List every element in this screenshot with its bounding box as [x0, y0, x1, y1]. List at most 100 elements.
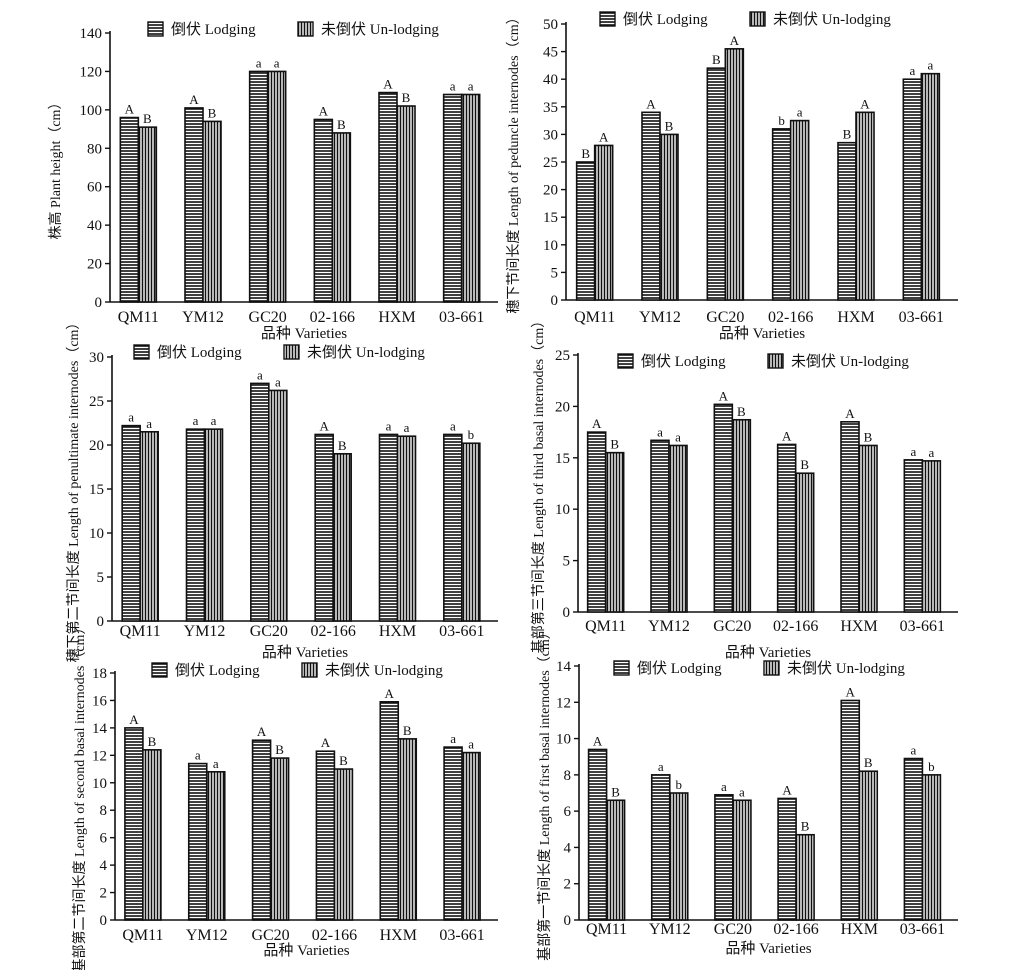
bar-lodging [903, 757, 924, 921]
x-tick-label: GC20 [713, 618, 751, 635]
y-tick-label: 6 [564, 804, 572, 820]
bar-lodging [251, 739, 272, 921]
y-tick-label: 4 [100, 858, 108, 874]
bar-unlodging [137, 126, 158, 303]
significance-label: a [909, 63, 915, 78]
x-tick-label: 03-661 [439, 927, 484, 944]
y-tick-label: 10 [556, 732, 571, 748]
significance-label: A [383, 77, 393, 92]
legend-swatch-unlodging [297, 21, 314, 37]
significance-label: B [712, 52, 721, 67]
legend: 倒伏 Lodging 未倒伏 Un-lodging [613, 660, 905, 677]
bar-lodging [121, 424, 141, 622]
bar-lodging [379, 701, 400, 921]
legend-swatch-unlodging [749, 11, 766, 27]
significance-label: B [800, 457, 809, 472]
y-axis-title: 穗下节间长度 Length of peduncle internodes（cm） [506, 10, 522, 313]
bar-unlodging [268, 389, 288, 622]
bar-lodging [443, 746, 463, 921]
y-tick-label: 30 [89, 350, 104, 366]
bar-unlodging [920, 72, 941, 301]
x-tick-label: QM11 [574, 309, 615, 326]
x-tick-label: QM11 [120, 623, 161, 640]
significance-label: B [403, 723, 412, 738]
y-tick-label: 5 [97, 570, 105, 586]
bar-unlodging [731, 418, 752, 613]
significance-label: a [275, 374, 281, 389]
bar-unlodging [858, 444, 878, 613]
x-tick-label: 03-661 [899, 309, 944, 326]
significance-label: a [739, 784, 745, 799]
bar-unlodging [858, 770, 879, 921]
significance-label: a [256, 55, 262, 70]
y-tick-label: 8 [564, 768, 572, 784]
x-axis-title: 品种 Varieties [261, 325, 347, 342]
significance-label: a [721, 779, 727, 794]
bar-unlodging [604, 451, 625, 613]
legend-swatch-unlodging [763, 660, 780, 676]
bar-unlodging [794, 472, 815, 613]
legend-label-lodging: 倒伏 Lodging [623, 11, 708, 28]
y-tick-label: 20 [555, 399, 570, 415]
bar-lodging [902, 78, 923, 301]
y-axis-title: 基部第二节间长度 Length of second basal internod… [71, 621, 88, 970]
y-tick-label: 80 [87, 141, 102, 157]
x-tick-label: 02-166 [773, 921, 818, 938]
x-axis-title: 品种 Varieties [719, 325, 805, 342]
significance-label: b [928, 759, 935, 774]
significance-label: A [845, 406, 855, 421]
bar-unlodging [266, 70, 287, 303]
bar-unlodging [142, 749, 162, 921]
y-tick-label: 50 [543, 17, 558, 33]
y-tick-label: 40 [87, 218, 102, 234]
significance-label: B [338, 438, 347, 453]
significance-label: a [927, 58, 933, 73]
significance-label: a [658, 759, 664, 774]
y-tick-label: 25 [555, 348, 570, 364]
bar-lodging [706, 67, 727, 301]
significance-label: B [275, 742, 284, 757]
significance-label: A [730, 33, 740, 48]
significance-label: B [843, 127, 852, 142]
bar-lodging [587, 748, 608, 921]
significance-label: a [450, 78, 456, 93]
significance-label: B [737, 404, 746, 419]
legend-label-lodging: 倒伏 Lodging [641, 353, 726, 370]
significance-label: A [125, 102, 135, 117]
x-tick-label: GC20 [714, 921, 752, 938]
y-tick-label: 12 [92, 748, 107, 764]
significance-label: a [928, 445, 934, 460]
significance-label: A [385, 686, 395, 701]
bar-lodging [840, 699, 861, 921]
x-tick-label: 03-661 [900, 618, 945, 635]
significance-label: A [319, 103, 329, 118]
legend-swatch-unlodging [767, 353, 784, 369]
y-tick-label: 10 [555, 502, 570, 518]
significance-label: A [321, 735, 331, 750]
chart-panel-3: 0 5 10 15 20 25 30 穗下第二节间长度 Length of penultima… [65, 316, 498, 662]
legend-label-unlodging: 未倒伏 Un-lodging [773, 11, 891, 28]
significance-label: b [468, 427, 475, 442]
y-tick-label: 15 [555, 451, 570, 467]
bar-lodging [777, 797, 797, 921]
significance-label: a [404, 420, 410, 435]
bar-unlodging [921, 774, 942, 921]
x-axis-title: 品种 Varieties [725, 644, 811, 661]
significance-label: A [782, 782, 792, 797]
x-tick-label: GC20 [250, 623, 288, 640]
legend-swatch-lodging [151, 662, 168, 678]
y-tick-label: 45 [543, 45, 558, 61]
bar-unlodging [605, 799, 626, 921]
significance-label: a [675, 429, 681, 444]
y-tick-label: 25 [89, 394, 104, 410]
bar-unlodging [202, 120, 222, 303]
bar-unlodging [789, 119, 810, 301]
y-tick-label: 60 [87, 180, 102, 196]
x-tick-label: HXM [379, 623, 416, 640]
bar-lodging [575, 161, 596, 301]
significance-label: A [719, 388, 729, 403]
bar-unlodging [397, 738, 418, 921]
y-tick-label: 10 [543, 238, 558, 254]
